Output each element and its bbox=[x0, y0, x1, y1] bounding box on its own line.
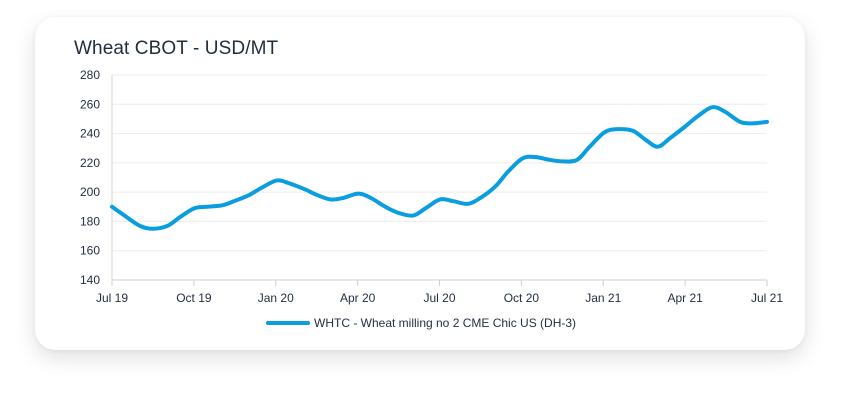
axes bbox=[111, 75, 767, 281]
y-tick-label: 160 bbox=[80, 244, 100, 258]
y-tick-label: 280 bbox=[80, 68, 100, 82]
x-tick-label: Apr 20 bbox=[340, 291, 376, 305]
x-tick-label: Jul 20 bbox=[423, 291, 455, 305]
chart-title: Wheat CBOT - USD/MT bbox=[74, 38, 279, 59]
y-tick-label: 180 bbox=[80, 214, 100, 228]
grid-lines bbox=[112, 74, 767, 281]
x-tick-label: Apr 21 bbox=[667, 291, 703, 305]
legend[interactable]: WHTC - Wheat milling no 2 CME Chic US (D… bbox=[266, 316, 576, 330]
legend-swatch bbox=[266, 321, 310, 325]
y-tick-label: 140 bbox=[80, 273, 100, 287]
x-tick-label: Jan 20 bbox=[258, 291, 294, 305]
x-tick-label: Oct 19 bbox=[176, 291, 212, 305]
x-tick-label: Jul 19 bbox=[96, 291, 128, 305]
series-lines bbox=[110, 105, 769, 231]
x-tick-label: Jul 21 bbox=[751, 291, 783, 305]
legend-label: WHTC - Wheat milling no 2 CME Chic US (D… bbox=[314, 316, 577, 330]
y-tick-label: 200 bbox=[80, 185, 100, 199]
x-tick-label: Jan 21 bbox=[585, 291, 621, 305]
y-tick-label: 260 bbox=[80, 97, 100, 111]
x-axis-ticks: Jul 19 Oct 19 Jan 20 Apr 20 Jul 20 Oct 20 Jan … bbox=[96, 280, 783, 305]
chart-card bbox=[35, 17, 805, 350]
x-tick-label: Oct 20 bbox=[504, 291, 540, 305]
series-line bbox=[110, 105, 769, 231]
y-axis-ticks: 140 160 180 200 220 240 260 280 bbox=[80, 68, 100, 287]
y-tick-label: 220 bbox=[80, 156, 100, 170]
y-tick-label: 240 bbox=[80, 127, 100, 141]
